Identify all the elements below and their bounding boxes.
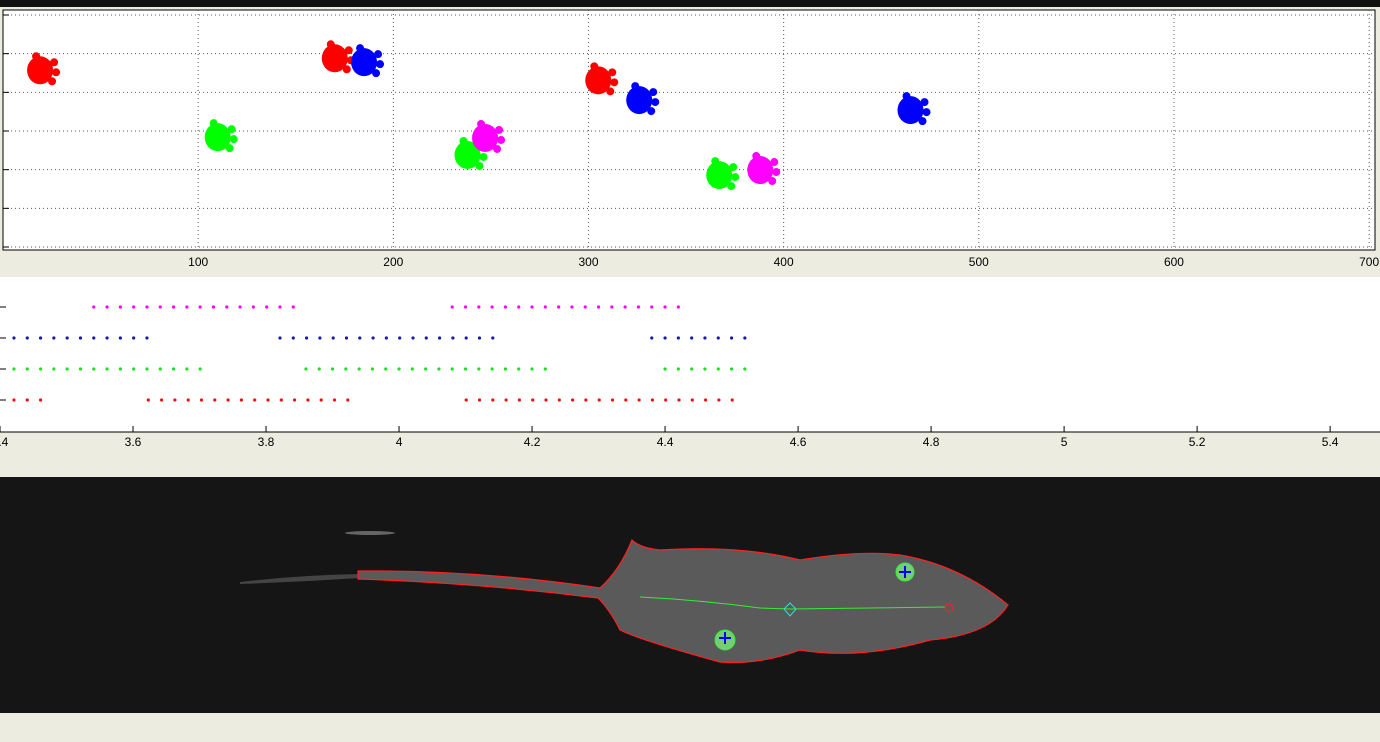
nose-marker xyxy=(944,603,954,613)
paw-print xyxy=(472,123,499,152)
paw-print xyxy=(585,66,612,95)
x-tick-label: 5.2 xyxy=(1189,435,1206,449)
x-tick-label: 4.4 xyxy=(657,435,674,449)
toe xyxy=(344,46,353,55)
footprint xyxy=(27,52,61,86)
toe xyxy=(729,163,738,172)
toe xyxy=(227,125,236,134)
paw-print xyxy=(27,56,54,85)
toe xyxy=(770,158,779,167)
paw-print xyxy=(454,140,481,169)
toe xyxy=(356,44,365,53)
x-tick-label: 4.8 xyxy=(923,435,940,449)
toe xyxy=(459,136,468,145)
video-frame xyxy=(0,477,1380,713)
footprint xyxy=(747,152,781,186)
mouse-outline xyxy=(357,538,1009,664)
top-bar xyxy=(0,0,1380,7)
x-tick-label: 400 xyxy=(774,255,794,269)
toe xyxy=(495,125,504,134)
paw-print xyxy=(204,123,231,152)
footprint xyxy=(204,119,238,153)
gait-axes xyxy=(0,277,1380,432)
x-tick-label: 300 xyxy=(578,255,598,269)
toe xyxy=(902,92,911,101)
toe xyxy=(768,177,777,186)
footprint xyxy=(351,44,385,78)
toe xyxy=(342,65,351,74)
x-tick-label: 700 xyxy=(1359,255,1379,269)
x-tick-label: 3.8 xyxy=(258,435,275,449)
toe xyxy=(918,117,927,126)
toe xyxy=(610,78,619,87)
toe xyxy=(608,68,617,77)
toe xyxy=(752,152,761,161)
paw-print xyxy=(897,96,924,125)
footprint xyxy=(321,40,355,74)
x-tick-label: 4.2 xyxy=(524,435,541,449)
toe xyxy=(374,50,383,59)
x-tick-label: 500 xyxy=(969,255,989,269)
footprint xyxy=(585,62,619,96)
toe xyxy=(48,77,57,86)
toe xyxy=(52,68,61,77)
toe xyxy=(493,144,502,153)
toe xyxy=(376,60,385,69)
paw-print xyxy=(321,44,348,73)
toe xyxy=(209,119,218,128)
toe xyxy=(372,69,381,78)
centroid-marker xyxy=(783,602,797,617)
paw-print xyxy=(351,48,378,77)
body-axis xyxy=(639,596,946,610)
paw-print xyxy=(626,86,653,115)
toe xyxy=(475,161,484,170)
x-tick-label: 5.4 xyxy=(1322,435,1339,449)
toe xyxy=(497,135,506,144)
toe xyxy=(731,173,740,182)
x-tick-label: 4.6 xyxy=(790,435,807,449)
paw-print xyxy=(706,161,733,190)
toe xyxy=(225,144,234,153)
paw-center xyxy=(719,566,911,644)
toe xyxy=(647,107,656,116)
toe xyxy=(479,152,488,161)
toe xyxy=(229,135,238,144)
footprint xyxy=(706,157,740,191)
x-tick-label: 4 xyxy=(396,435,403,449)
toe xyxy=(326,40,335,49)
toe xyxy=(711,157,720,166)
toe xyxy=(477,119,486,128)
toe xyxy=(606,87,615,96)
x-tick-label: 600 xyxy=(1164,255,1184,269)
toe xyxy=(631,82,640,91)
tail-shadow xyxy=(240,574,360,584)
x-tick-label: 200 xyxy=(383,255,403,269)
toe xyxy=(772,168,781,177)
toe xyxy=(727,182,736,191)
footprint xyxy=(472,119,506,153)
toe xyxy=(32,52,41,61)
footprint xyxy=(897,92,931,126)
footprint xyxy=(626,82,660,116)
toe xyxy=(651,98,660,107)
paw-print xyxy=(747,156,774,185)
toe xyxy=(922,108,931,117)
x-tick-label: 3.4 xyxy=(0,435,9,449)
toe xyxy=(649,88,658,97)
x-tick-label: 5 xyxy=(1061,435,1068,449)
x-tick-label: 100 xyxy=(188,255,208,269)
x-tick-label: 3.6 xyxy=(125,435,142,449)
reflection xyxy=(345,531,395,535)
toe xyxy=(50,58,59,67)
toe xyxy=(920,98,929,107)
toe xyxy=(590,62,599,71)
